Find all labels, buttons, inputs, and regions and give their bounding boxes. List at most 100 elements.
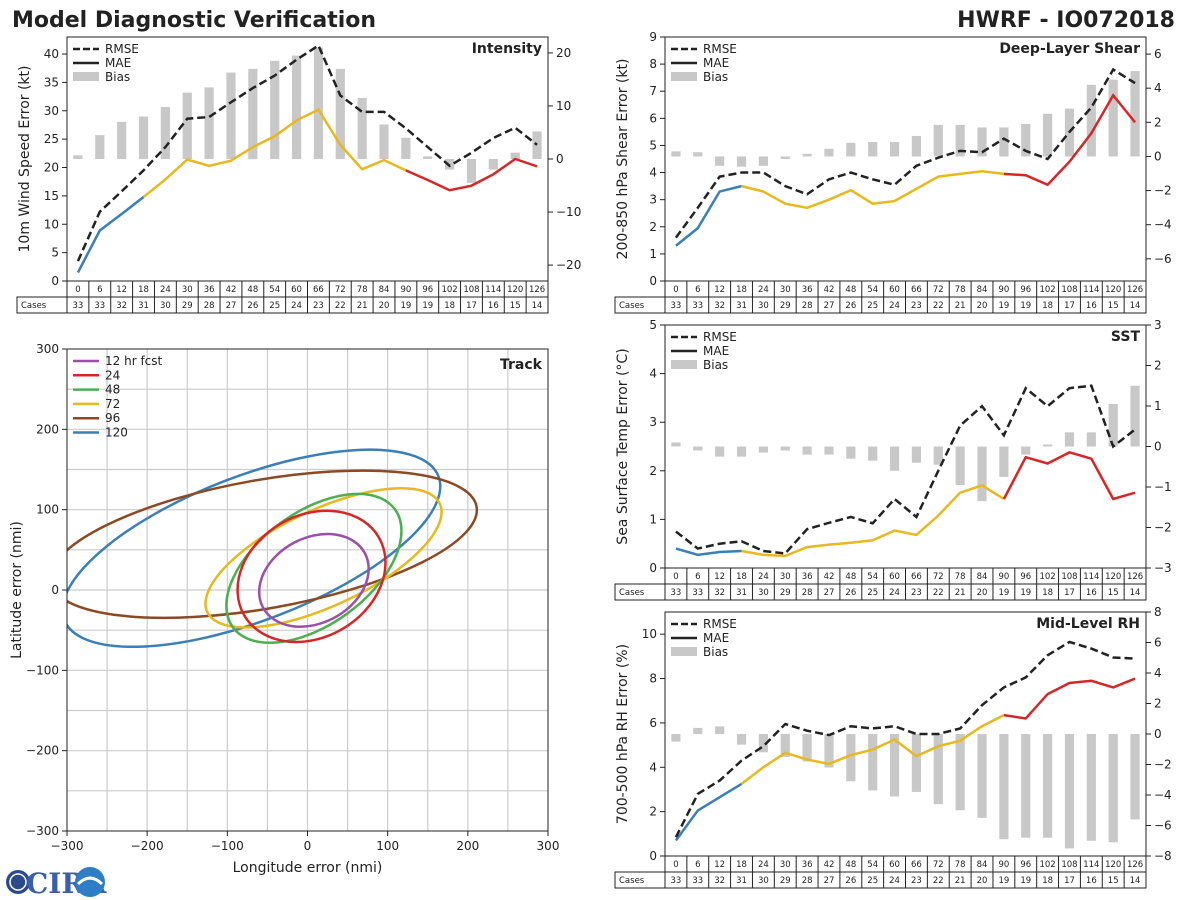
intensity-legend-mae-label: MAE bbox=[105, 56, 131, 70]
intensity-cases-cell: 17 bbox=[466, 301, 477, 311]
sst-bias-bar bbox=[780, 446, 790, 451]
shear-ytick-label: 9 bbox=[649, 30, 657, 44]
intensity-mae-line-early bbox=[76, 196, 145, 274]
rh-panel-title: Mid-Level RH bbox=[1036, 616, 1140, 632]
shear-cases-cell: 31 bbox=[736, 301, 747, 311]
intensity-cases-cell: 23 bbox=[313, 301, 324, 311]
track-xtick-label: −300 bbox=[51, 839, 84, 853]
intensity-lead-hour-cell: 0 bbox=[75, 285, 80, 295]
shear-lead-hour-cell: 72 bbox=[933, 285, 944, 295]
intensity-lead-hour-cell: 12 bbox=[116, 285, 127, 295]
shear-cases-cell: 27 bbox=[824, 301, 835, 311]
sst-cases-cell: 32 bbox=[714, 588, 725, 598]
intensity-cases-cell: 32 bbox=[116, 301, 127, 311]
intensity-cases-cell: 33 bbox=[73, 301, 84, 311]
sst-cases-cell: 15 bbox=[1108, 588, 1119, 598]
rh-lead-hour-cell: 18 bbox=[736, 860, 747, 870]
intensity-mae-line-mid bbox=[142, 108, 407, 198]
rh-cases-cell: 16 bbox=[1086, 876, 1097, 886]
shear-bias-bar bbox=[911, 135, 922, 157]
intensity-bias-bar bbox=[379, 124, 389, 159]
rh-y2tick-label: −8 bbox=[1154, 849, 1172, 863]
sst-bias-bar bbox=[758, 446, 768, 453]
sst-bias-bar bbox=[1021, 446, 1031, 455]
rh-bias-bar bbox=[999, 734, 1009, 840]
rh-lead-hour-cell: 102 bbox=[1039, 860, 1055, 870]
track-legend-label-24: 24 bbox=[105, 368, 120, 382]
rh-cases-cell: 33 bbox=[671, 876, 682, 886]
track-xtick-label: 100 bbox=[376, 839, 399, 853]
rh-cases-label: Cases bbox=[619, 876, 645, 886]
sst-legend-rmse-label: RMSE bbox=[703, 330, 737, 344]
sst-cases-cell: 29 bbox=[780, 588, 791, 598]
rh-legend-bias-swatch bbox=[671, 647, 697, 656]
intensity-bias-bar bbox=[160, 107, 170, 159]
intensity-cases-cell: 19 bbox=[400, 301, 411, 311]
intensity-lead-hour-cell: 60 bbox=[291, 285, 302, 295]
intensity-y2tick-label: −10 bbox=[556, 205, 581, 219]
shear-cases-label: Cases bbox=[619, 301, 645, 311]
intensity-ytick-label: 35 bbox=[44, 75, 59, 89]
shear-lead-hour-cell: 18 bbox=[736, 285, 747, 295]
rh-bias-bar bbox=[933, 734, 943, 805]
intensity-lead-hour-cell: 102 bbox=[441, 285, 457, 295]
shear-bias-bar bbox=[780, 156, 790, 159]
rh-ytick-label: 10 bbox=[642, 627, 657, 641]
rh-lead-hour-cell: 78 bbox=[955, 860, 966, 870]
intensity-lead-hour-cell: 24 bbox=[160, 285, 171, 295]
rh-ytick-label: 6 bbox=[649, 716, 657, 730]
rh-cases-cell: 20 bbox=[977, 876, 988, 886]
intensity-cases-cell: 16 bbox=[488, 301, 499, 311]
intensity-lead-hour-cell: 108 bbox=[463, 285, 479, 295]
intensity-lead-hour-cell: 96 bbox=[422, 285, 433, 295]
shear-lead-hour-cell: 84 bbox=[977, 285, 988, 295]
track-legend-label-72: 72 bbox=[105, 397, 120, 411]
intensity-lead-hour-cell: 84 bbox=[379, 285, 390, 295]
shear-y2tick-label: 4 bbox=[1154, 81, 1162, 95]
globe-ring bbox=[9, 873, 27, 891]
intensity-y2tick-label: 10 bbox=[556, 99, 571, 113]
rh-bias-bar bbox=[736, 734, 747, 745]
intensity-ytick-label: 5 bbox=[51, 246, 59, 260]
intensity-cases-cell: 15 bbox=[510, 301, 521, 311]
sst-bias-bar bbox=[1086, 432, 1096, 447]
rh-bias-bar bbox=[802, 734, 812, 762]
sst-ytick-label: 0 bbox=[649, 561, 657, 575]
shear-cases-cell: 28 bbox=[802, 301, 813, 311]
shear-lead-hour-cell: 78 bbox=[955, 285, 966, 295]
shear-lead-hour-cell: 42 bbox=[824, 285, 835, 295]
intensity-cases-cell: 14 bbox=[532, 301, 543, 311]
shear-bias-bar bbox=[1086, 84, 1096, 157]
shear-ytick-label: 3 bbox=[649, 193, 657, 207]
rh-cases-cell: 21 bbox=[955, 876, 966, 886]
intensity-bias-bar bbox=[401, 137, 411, 159]
sst-bias-bar bbox=[671, 442, 681, 447]
intensity-bias-bar bbox=[182, 92, 192, 159]
sst-lead-hour-cell: 108 bbox=[1061, 572, 1077, 582]
shear-mae-line-early bbox=[675, 184, 742, 247]
rh-lead-hour-cell: 66 bbox=[911, 860, 922, 870]
sst-lead-hour-cell: 24 bbox=[758, 572, 769, 582]
shear-bias-bar bbox=[1130, 71, 1140, 157]
shear-y2tick-label: 6 bbox=[1154, 47, 1162, 61]
intensity-lead-hour-cell: 120 bbox=[507, 285, 523, 295]
shear-lead-hour-cell: 114 bbox=[1083, 285, 1099, 295]
shear-cases-cell: 15 bbox=[1108, 301, 1119, 311]
rh-bias-bar bbox=[824, 734, 834, 768]
intensity-bias-bar bbox=[532, 131, 542, 159]
sst-ytick-label: 1 bbox=[649, 512, 657, 526]
sst-cases-cell: 16 bbox=[1086, 588, 1097, 598]
intensity-ytick-label: 15 bbox=[44, 189, 59, 203]
figure-title: Model Diagnostic Verification bbox=[12, 8, 376, 33]
storm-id: HWRF - IO072018 bbox=[957, 8, 1175, 33]
rh-lead-hour-cell: 6 bbox=[695, 860, 700, 870]
shear-bias-bar bbox=[1021, 124, 1031, 157]
shear-mae-line-mid bbox=[741, 169, 1005, 210]
shear-cases-cell: 17 bbox=[1064, 301, 1075, 311]
sst-lead-hour-cell: 54 bbox=[867, 572, 878, 582]
track-legend-label-12: 12 hr fcst bbox=[105, 354, 163, 368]
sst-lead-hour-cell: 90 bbox=[998, 572, 1009, 582]
shear-lead-hour-cell: 120 bbox=[1105, 285, 1121, 295]
rh-bias-bar bbox=[1086, 734, 1096, 841]
